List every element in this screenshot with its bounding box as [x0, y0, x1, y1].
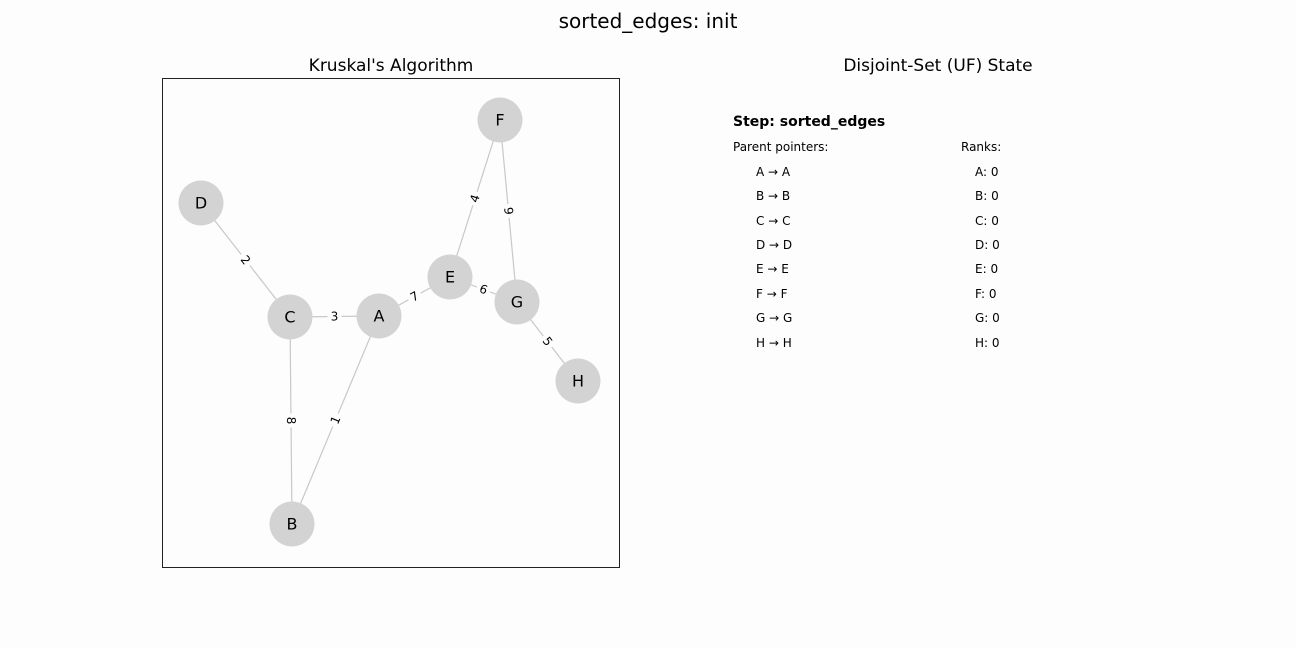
uf-step-label: Step: sorted_edges [733, 114, 886, 130]
parent-pointer-g: G → G [756, 311, 793, 325]
parent-pointer-a: A → A [756, 165, 791, 179]
node-label-g: G [511, 293, 523, 312]
rank-c: C: 0 [975, 214, 999, 228]
rank-h: H: 0 [975, 336, 1000, 350]
uf-panel-title: Disjoint-Set (UF) State [843, 56, 1033, 76]
rank-e: E: 0 [975, 262, 999, 276]
edge-weight-bg [536, 331, 559, 352]
node-b [269, 501, 315, 547]
node-f [477, 97, 523, 143]
node-label-e: E [445, 268, 455, 287]
parent-pointer-f: F → F [756, 287, 788, 301]
node-e [427, 254, 473, 300]
edge-weight-bg [474, 279, 493, 300]
parent-pointer-c: C → C [756, 214, 791, 228]
edge-weight-bg [327, 308, 342, 325]
figure-title: sorted_edges: init [558, 9, 738, 33]
rank-d: D: 0 [975, 238, 1000, 252]
nodes-layer: A B C D E F G H [178, 97, 601, 547]
graph-axes-frame [162, 78, 620, 568]
edge-weight-label: 9 [501, 207, 516, 216]
edge-weight-bg [465, 189, 485, 208]
edge-weight-bg [499, 203, 518, 219]
node-g [494, 279, 540, 325]
graph-panel-title: Kruskal's Algorithm [308, 56, 474, 76]
edge-weight-label: 3 [331, 309, 339, 323]
rank-a: A: 0 [975, 165, 999, 179]
parent-pointer-d: D → D [756, 238, 793, 252]
parent-pointer-b: B → B [756, 189, 791, 203]
parent-pointer-h: H → H [756, 336, 792, 350]
node-label-b: B [287, 515, 298, 534]
edge-weight-bg [325, 410, 346, 430]
edge-weight-label: 4 [467, 193, 483, 205]
node-a [356, 293, 402, 339]
node-label-h: H [572, 372, 584, 391]
node-d [178, 180, 224, 226]
parent-pointer-e: E → E [756, 262, 789, 276]
node-label-c: C [284, 308, 295, 327]
rank-b: B: 0 [975, 189, 999, 203]
edge-weight-bg [282, 413, 300, 428]
edge-weight-label: 8 [284, 417, 298, 425]
node-label-a: A [374, 307, 385, 326]
node-c [267, 294, 313, 340]
rank-g: G: 0 [975, 311, 1000, 325]
node-label-d: D [195, 194, 207, 213]
rank-f: F: 0 [975, 287, 997, 301]
ranks-header: Ranks: [961, 140, 1002, 154]
node-label-f: F [495, 111, 504, 130]
parent-pointers-header: Parent pointers: [733, 140, 829, 154]
edge-weight-bg [404, 286, 425, 307]
node-h [555, 358, 601, 404]
edge-weight-bg [234, 249, 257, 271]
